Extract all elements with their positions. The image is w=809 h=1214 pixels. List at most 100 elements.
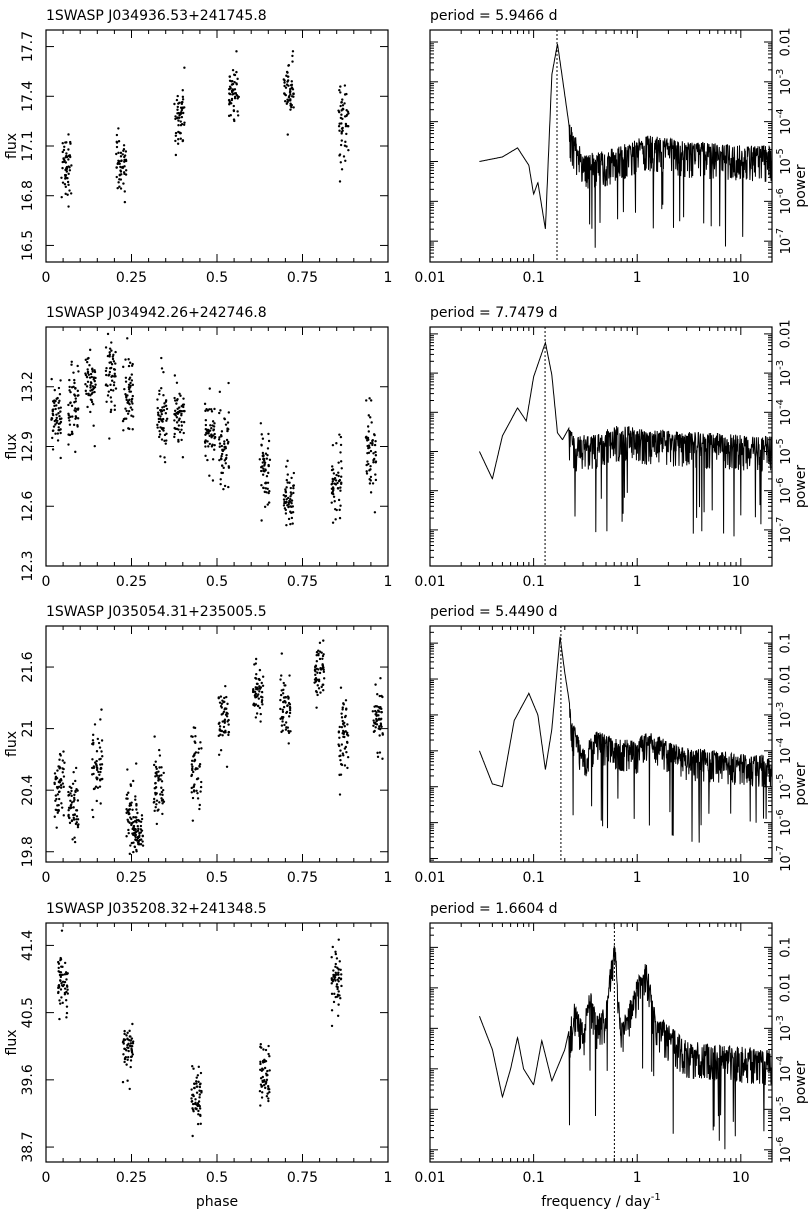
data-point (287, 84, 290, 87)
data-point (254, 676, 257, 680)
data-point (225, 695, 228, 699)
data-point (131, 362, 134, 366)
data-point (337, 743, 340, 746)
data-point (264, 452, 268, 455)
data-point (292, 486, 295, 490)
data-point (84, 373, 88, 377)
x-tick-label: 0.01 (414, 870, 445, 886)
data-point (163, 456, 166, 459)
data-point (161, 417, 165, 421)
power-spectrum-line (478, 340, 772, 537)
data-point (174, 153, 178, 157)
y-tick-label: 10-7 (775, 228, 794, 255)
data-point (161, 802, 164, 805)
data-point (75, 787, 78, 791)
data-point (287, 496, 290, 500)
data-point (330, 487, 334, 491)
data-point (130, 1055, 134, 1058)
data-point (334, 952, 338, 956)
data-point (56, 811, 59, 814)
y-tick-label: 16.5 (20, 230, 36, 261)
data-point (67, 443, 70, 446)
data-point (174, 117, 177, 121)
data-point (54, 432, 57, 435)
data-point (203, 402, 207, 406)
data-point (340, 984, 343, 988)
data-point (70, 404, 74, 408)
data-point (127, 831, 130, 835)
data-point (374, 683, 377, 686)
data-point (330, 1024, 334, 1028)
data-point (315, 706, 318, 709)
data-point (115, 140, 118, 144)
data-point (337, 125, 341, 128)
data-point (191, 1107, 194, 1110)
data-point (332, 472, 336, 475)
data-point (213, 448, 216, 451)
data-point (136, 824, 139, 828)
data-point (335, 473, 338, 477)
data-point (59, 406, 62, 409)
data-point (91, 733, 95, 737)
data-point (65, 170, 69, 173)
data-point (95, 799, 98, 803)
data-point (126, 768, 129, 771)
y-tick-label: 20.4 (20, 774, 36, 805)
data-point (58, 767, 61, 770)
data-point (227, 411, 231, 414)
data-point (318, 657, 322, 661)
data-point (94, 762, 98, 766)
data-point (283, 93, 287, 96)
data-point (55, 797, 58, 801)
data-point (219, 433, 223, 437)
data-point (374, 726, 377, 729)
data-point (284, 684, 287, 687)
data-point (223, 718, 227, 721)
x-tick-label: 10 (732, 270, 750, 286)
data-point (183, 66, 186, 69)
data-point (161, 406, 164, 409)
data-point (336, 995, 339, 998)
data-point (345, 113, 349, 116)
data-point (73, 378, 76, 382)
data-point (339, 161, 342, 164)
data-point (119, 187, 123, 190)
data-point (346, 741, 349, 744)
data-point (76, 799, 80, 802)
data-point (268, 1069, 271, 1072)
data-point (198, 1093, 202, 1096)
data-point (367, 444, 371, 447)
data-point (322, 689, 325, 692)
data-point (219, 409, 222, 412)
data-point (322, 639, 325, 642)
data-point (191, 765, 194, 768)
data-point (342, 155, 346, 158)
data-point (235, 50, 238, 53)
data-point (339, 773, 343, 776)
data-point (232, 109, 236, 112)
data-point (378, 734, 381, 737)
data-point (95, 759, 98, 763)
data-point (220, 430, 224, 433)
data-point (258, 458, 262, 461)
panel-title: period = 7.7479 d (430, 305, 558, 321)
data-point (282, 688, 285, 691)
data-point (259, 1045, 262, 1049)
data-point (58, 399, 61, 403)
y-axis-label: power (793, 465, 809, 509)
y-tick-label: 0.1 (779, 633, 794, 654)
data-point (110, 379, 114, 382)
data-point (264, 1048, 268, 1052)
data-point (139, 828, 143, 831)
data-point (54, 423, 57, 426)
data-point (196, 1074, 200, 1077)
data-point (181, 139, 185, 142)
data-point (67, 172, 70, 176)
data-point (287, 715, 291, 718)
data-point (287, 696, 290, 699)
y-tick-label: 13.2 (20, 371, 36, 402)
data-point (124, 158, 128, 162)
data-point (154, 791, 157, 795)
data-point (195, 789, 198, 793)
y-tick-label: 39.6 (20, 1064, 36, 1095)
